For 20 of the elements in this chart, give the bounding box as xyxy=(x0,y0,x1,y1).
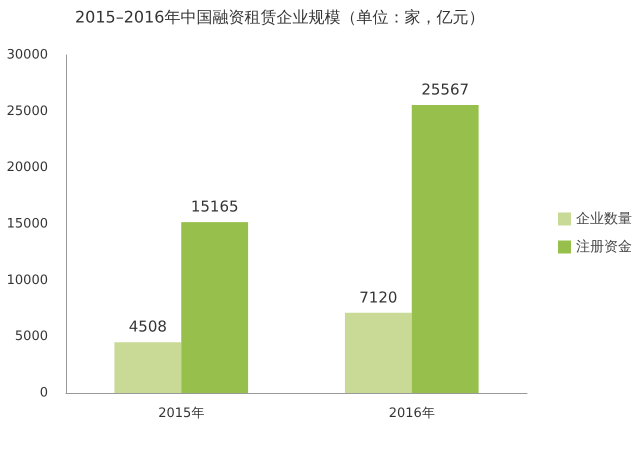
y-tick-label: 0 xyxy=(40,386,48,400)
x-tick-label: 2015年 xyxy=(158,406,204,421)
x-tick-label: 2016年 xyxy=(388,406,435,421)
y-tick-label: 10000 xyxy=(6,272,48,288)
legend-label: 注册资金 xyxy=(576,239,632,255)
bar xyxy=(181,222,248,393)
data-label: 7120 xyxy=(359,288,398,306)
bar xyxy=(114,342,182,393)
data-label: 25567 xyxy=(421,80,470,98)
bar xyxy=(412,104,479,393)
bar xyxy=(344,312,412,393)
y-tick-label: 25000 xyxy=(6,104,48,119)
y-tick-label: 30000 xyxy=(6,48,48,62)
data-label: 4508 xyxy=(128,318,167,336)
y-tick-label: 5000 xyxy=(14,329,48,344)
legend-label: 企业数量 xyxy=(576,211,632,227)
y-tick-label: 15000 xyxy=(6,216,48,232)
y-tick-label: 20000 xyxy=(6,160,48,176)
chart-title: 2015–2016年中国融资租赁企业规模（单位：家，亿元） xyxy=(75,8,484,26)
data-label: 15165 xyxy=(190,198,239,216)
